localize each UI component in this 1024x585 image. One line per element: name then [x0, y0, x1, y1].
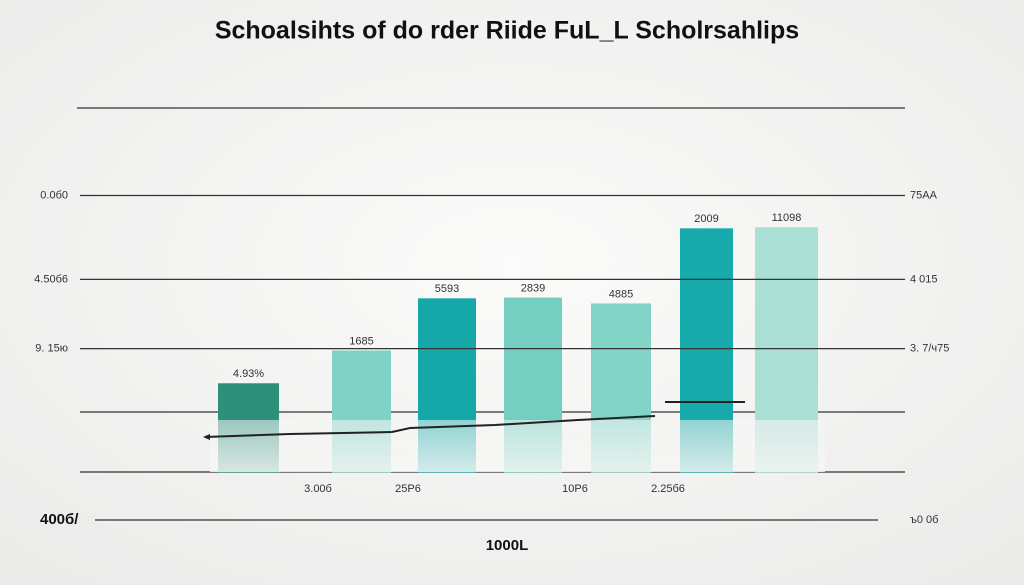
y2-tick-label: 75AA	[910, 189, 938, 201]
annotation: 25Р6	[395, 483, 421, 495]
value-label: 4885	[609, 288, 633, 300]
y2-tick-label: 3. 7/ч75	[910, 343, 949, 355]
chart-title: Schoalsihts of do rder Riide FuL_L Schol…	[215, 17, 799, 45]
value-label: 2839	[521, 282, 545, 294]
step-line	[204, 415, 656, 438]
y-tick-label: 0.0б0	[40, 189, 68, 201]
y2-tick-label: 4 015	[910, 273, 938, 285]
bar-fade	[210, 420, 825, 472]
y-tick-label: 400б/	[40, 511, 79, 528]
x-axis-label: 1000L	[486, 537, 529, 554]
value-label: 11098	[772, 212, 802, 224]
annotation: 2.25б6	[651, 483, 685, 495]
arrow-head	[203, 434, 210, 440]
value-label: 2009	[694, 213, 718, 225]
y-tick-label: 4.50б6	[34, 273, 68, 285]
y-tick-label: 9. 15ю	[35, 343, 68, 355]
annotation: 3.00б	[304, 483, 332, 495]
value-label: 1685	[349, 335, 373, 347]
value-label: 4.93%	[233, 368, 264, 380]
value-label: 5593	[435, 283, 459, 295]
y2-tick-label: ъ0 0б	[910, 514, 938, 526]
annotation: 10Р6	[562, 483, 588, 495]
